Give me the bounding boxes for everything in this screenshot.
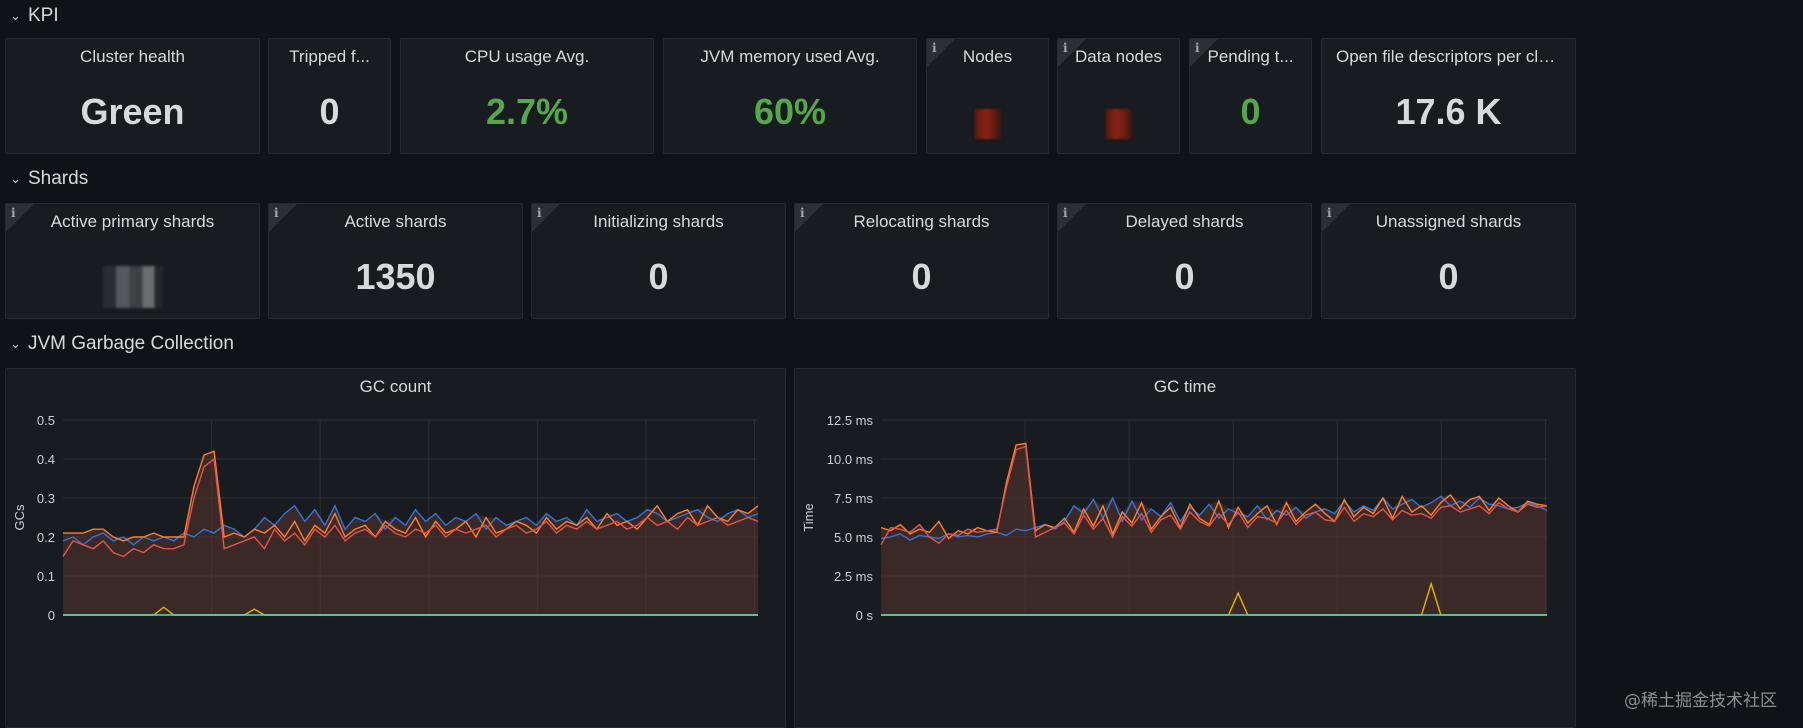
panel-value: 0 (319, 91, 340, 132)
gc-count-chart[interactable]: 0 0.1 0.2 0.3 0.4 0.5 GCs (6, 369, 786, 728)
info-corner (6, 204, 34, 232)
y-tick-label: 0.4 (37, 452, 55, 467)
chevron-down-icon: ⌄ (10, 336, 21, 351)
y-tick-label: 5.0 ms (834, 530, 874, 545)
y-tick-label: 0.5 (37, 413, 55, 428)
panel-data-nodes[interactable]: i Data nodes (1057, 38, 1180, 154)
panel-pending-tasks[interactable]: i Pending t... 0 (1189, 38, 1312, 154)
panel-value: 0 (1240, 91, 1261, 132)
panel-cluster-health[interactable]: Cluster health Green (5, 38, 260, 154)
panel-active-shards[interactable]: i Active shards 1350 (268, 203, 523, 319)
y-tick-label: 0.1 (37, 569, 55, 584)
info-icon[interactable]: i (11, 206, 16, 220)
info-corner (269, 204, 297, 232)
panel-title: Pending t... (1207, 47, 1294, 66)
info-corner (532, 204, 560, 232)
info-icon[interactable]: i (1063, 206, 1068, 220)
panel-value: 0 (1174, 256, 1195, 297)
y-tick-label: 0.3 (37, 491, 55, 506)
y-tick-label: 2.5 ms (834, 569, 874, 584)
panel-value: 0 (911, 256, 932, 297)
panel-initializing-shards[interactable]: i Initializing shards 0 (531, 203, 786, 319)
row-title: JVM Garbage Collection (28, 333, 234, 354)
panel-title: Delayed shards (1125, 212, 1244, 231)
chevron-down-icon: ⌄ (10, 8, 21, 23)
info-corner (1190, 39, 1218, 67)
row-title: Shards (28, 168, 89, 189)
watermark: @稀土掘金技术社区 (1624, 691, 1777, 711)
redacted-value (974, 109, 1001, 139)
info-icon[interactable]: i (1063, 41, 1068, 55)
row-header-kpi[interactable]: ⌄ KPI (10, 1, 59, 31)
panel-active-primary-shards[interactable]: i Active primary shards (5, 203, 260, 319)
y-axis-label: GCs (12, 504, 27, 531)
info-icon[interactable]: i (274, 206, 279, 220)
panel-open-file-descriptors[interactable]: Open file descriptors per clus... 17.6 K (1321, 38, 1576, 154)
redacted-value (102, 266, 163, 308)
panel-title: CPU usage Avg. (464, 47, 590, 66)
panel-value: 2.7% (485, 91, 569, 132)
panel-nodes[interactable]: i Nodes (926, 38, 1049, 154)
panel-title: Open file descriptors per clus... (1336, 47, 1571, 66)
panel-gc-count[interactable]: GC count 0 0.1 0.2 0.3 0.4 0.5 GCs (5, 368, 786, 728)
info-corner (1058, 39, 1086, 67)
y-tick-label: 7.5 ms (834, 491, 874, 506)
panel-title: JVM memory used Avg. (700, 47, 880, 66)
panel-unassigned-shards[interactable]: i Unassigned shards 0 (1321, 203, 1576, 319)
info-icon[interactable]: i (1327, 206, 1332, 220)
panel-value: 0 (1438, 256, 1459, 297)
gc-time-chart[interactable]: 0 s 2.5 ms 5.0 ms 7.5 ms 10.0 ms 12.5 ms Time (795, 369, 1576, 728)
panel-tripped[interactable]: Tripped f... 0 (268, 38, 391, 154)
series-line-2 (62, 457, 759, 558)
panel-jvm-memory[interactable]: JVM memory used Avg. 60% (663, 38, 917, 154)
info-icon[interactable]: i (932, 41, 937, 55)
info-corner (795, 204, 823, 232)
panel-delayed-shards[interactable]: i Delayed shards 0 (1057, 203, 1312, 319)
area-fill (881, 443, 1547, 615)
panel-title: Initializing shards (593, 212, 724, 231)
info-icon[interactable]: i (537, 206, 542, 220)
row-header-shards[interactable]: ⌄ Shards (10, 164, 88, 194)
panel-title: Active primary shards (50, 212, 215, 231)
panel-value: 17.6 K (1395, 91, 1502, 132)
y-axis-label: Time (801, 503, 816, 531)
info-icon[interactable]: i (800, 206, 805, 220)
series-line-1 (63, 450, 759, 543)
info-icon[interactable]: i (1195, 41, 1200, 55)
chevron-down-icon: ⌄ (10, 171, 21, 186)
panel-title: Nodes (962, 47, 1013, 66)
y-tick-label: 12.5 ms (827, 413, 874, 428)
panel-value: Green (80, 91, 185, 132)
panel-title: Tripped f... (289, 47, 370, 66)
row-title: KPI (28, 5, 59, 26)
panel-title: Active shards (344, 212, 447, 231)
info-corner (1058, 204, 1086, 232)
panel-gc-time[interactable]: GC time 0 s 2.5 ms 5.0 ms 7.5 ms 10.0 ms 12.5… (794, 368, 1576, 728)
y-tick-label: 0 (48, 608, 55, 623)
redacted-value (1105, 109, 1132, 139)
series-line-1 (880, 442, 1548, 540)
panel-value: 0 (648, 256, 669, 297)
y-tick-label: 10.0 ms (827, 452, 874, 467)
series-line-2 (880, 445, 1548, 546)
panel-relocating-shards[interactable]: i Relocating shards 0 (794, 203, 1049, 319)
panel-title: Unassigned shards (1375, 212, 1522, 231)
panel-title: Data nodes (1075, 47, 1162, 66)
y-tick-label: 0 s (856, 608, 874, 623)
panel-value: 60% (753, 91, 827, 132)
row-header-jvm-gc[interactable]: ⌄ JVM Garbage Collection (10, 329, 234, 359)
panel-cpu-usage[interactable]: CPU usage Avg. 2.7% (400, 38, 654, 154)
panel-title: Cluster health (80, 47, 185, 66)
panel-title: Relocating shards (853, 212, 990, 231)
panel-value: 1350 (355, 256, 436, 297)
info-corner (927, 39, 955, 67)
y-tick-label: 0.2 (37, 530, 55, 545)
info-corner (1322, 204, 1350, 232)
